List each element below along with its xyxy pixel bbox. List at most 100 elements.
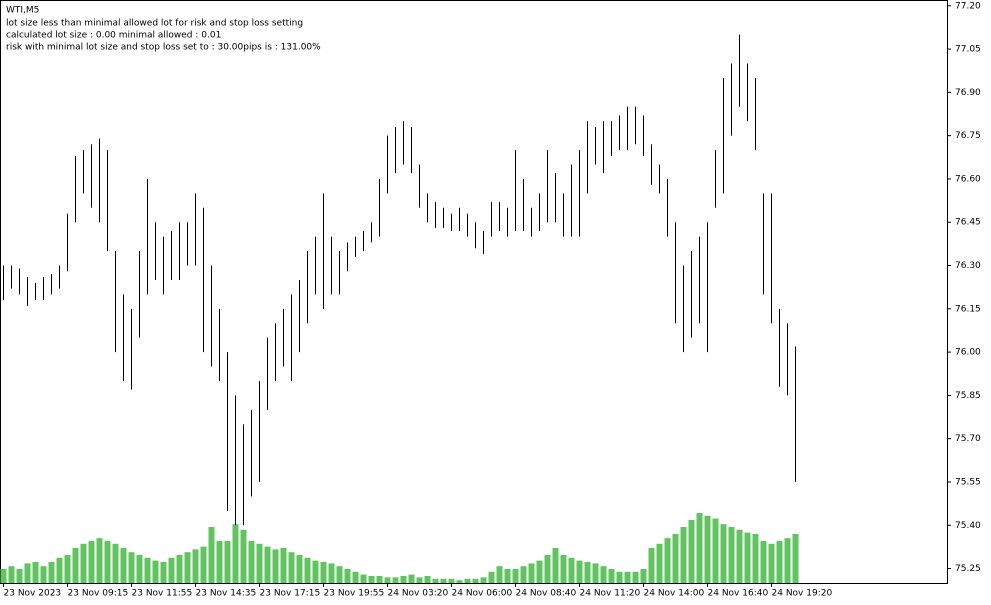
volume-bar	[712, 518, 719, 583]
x-tick-label: 24 Nov 11:20	[580, 589, 641, 599]
volume-bar	[208, 527, 215, 583]
volume-bar	[96, 538, 103, 583]
volume-bar	[416, 577, 423, 583]
volume-bar	[512, 569, 519, 583]
x-tick-label: 23 Nov 2023	[4, 589, 62, 599]
volume-bar	[368, 576, 375, 583]
volume-bar	[0, 569, 7, 583]
volume-bar	[688, 520, 695, 583]
x-tick-label: 24 Nov 19:20	[772, 589, 833, 599]
y-tick-label: 75.40	[955, 521, 981, 531]
volume-bar	[464, 578, 471, 583]
volume-bar	[752, 534, 759, 583]
y-tick-label: 75.85	[955, 391, 981, 401]
volume-bar	[504, 569, 511, 583]
volume-bar	[656, 543, 663, 583]
volume-bar	[528, 563, 535, 583]
y-tick-label: 76.45	[955, 218, 981, 228]
volume-bar	[768, 543, 775, 583]
volume-bar	[136, 555, 143, 583]
volume-bar	[336, 566, 343, 583]
note: risk with minimal lot size and stop loss…	[6, 43, 321, 53]
volume-bar	[616, 571, 623, 583]
volume-bar	[440, 578, 447, 583]
volume-bar	[296, 555, 303, 583]
volume-bar	[160, 562, 167, 583]
volume-bar	[8, 566, 15, 583]
y-tick-label: 75.55	[955, 477, 981, 487]
y-tick-label: 75.25	[955, 564, 981, 574]
volume-bar	[776, 541, 783, 583]
volume-bar	[392, 577, 399, 583]
volume-bar	[112, 543, 119, 583]
volume-bar	[424, 576, 431, 583]
volume-bar	[536, 560, 543, 583]
x-tick-label: 24 Nov 08:40	[516, 589, 577, 599]
volume-bar	[792, 534, 799, 583]
volume-bar	[552, 548, 559, 583]
volume-bar	[56, 557, 63, 583]
volume-bar	[784, 538, 791, 583]
volume-bar	[648, 548, 655, 583]
volume-bar	[32, 562, 39, 583]
volume-bar	[312, 560, 319, 583]
y-tick-label: 76.60	[955, 174, 981, 184]
volume-bar	[376, 576, 383, 583]
volume-bar	[40, 566, 47, 583]
y-tick-label: 75.70	[955, 434, 981, 444]
volume-bar	[480, 577, 487, 583]
volume-bar	[448, 578, 455, 583]
chart-title: WTI,M5	[6, 6, 39, 16]
x-tick-label: 23 Nov 17:15	[260, 589, 321, 599]
volume-bar	[80, 543, 87, 583]
volume-bar	[216, 541, 223, 583]
x-tick-label: 24 Nov 03:20	[388, 589, 449, 599]
volume-bar	[432, 578, 439, 583]
volume-bar	[304, 557, 311, 583]
volume-bar	[280, 548, 287, 583]
volume-bar	[168, 557, 175, 583]
volume-bar	[88, 541, 95, 583]
volume-bar	[608, 569, 615, 583]
volume-bar	[744, 532, 751, 583]
volume-bar	[144, 557, 151, 583]
volume-bar	[576, 560, 583, 583]
volume-bar	[272, 549, 279, 583]
volume-bar	[72, 548, 79, 583]
volume-bar	[520, 566, 527, 583]
x-tick-label: 24 Nov 14:00	[644, 589, 705, 599]
y-tick-label: 76.75	[955, 131, 981, 141]
volume-bar	[632, 571, 639, 583]
volume-bar	[408, 574, 415, 583]
volume-bar	[344, 569, 351, 583]
volume-bar	[232, 524, 239, 583]
y-tick-label: 76.00	[955, 348, 981, 358]
volume-bar	[176, 555, 183, 583]
note: lot size less than minimal allowed lot f…	[6, 19, 303, 29]
volume-bar	[624, 571, 631, 583]
y-tick-label: 76.15	[955, 304, 981, 314]
volume-bar	[496, 566, 503, 583]
x-tick-label: 23 Nov 09:15	[68, 589, 129, 599]
note: calculated lot size : 0.00 minimal allow…	[6, 31, 221, 41]
volume-bar	[328, 563, 335, 583]
volume-bar	[640, 569, 647, 583]
y-tick-label: 76.90	[955, 88, 981, 98]
volume-bar	[760, 541, 767, 583]
volume-bar	[120, 548, 127, 583]
volume-bar	[104, 541, 111, 583]
volume-bar	[48, 562, 55, 583]
volume-bar	[672, 534, 679, 583]
volume-bar	[320, 562, 327, 583]
volume-bar	[568, 557, 575, 583]
volume-bar	[664, 538, 671, 583]
volume-bar	[472, 578, 479, 583]
volume-bar	[720, 524, 727, 583]
volume-bar	[352, 571, 359, 583]
x-tick-label: 24 Nov 06:00	[452, 589, 513, 599]
volume-bar	[264, 546, 271, 583]
volume-bar	[704, 515, 711, 583]
volume-bar	[128, 552, 135, 583]
volume-bar	[728, 527, 735, 583]
